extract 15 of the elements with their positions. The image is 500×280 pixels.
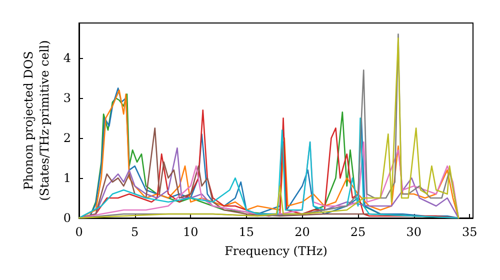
y-tick-label: 0 xyxy=(63,211,71,225)
x-tick-label: 20 xyxy=(294,225,310,239)
x-tick-label: 30 xyxy=(406,225,422,239)
x-tick-label: 35 xyxy=(462,225,478,239)
x-tick-label: 25 xyxy=(350,225,366,239)
y-axis-title: Phonon projected DOS (States/THz·primitive cell) xyxy=(21,40,52,201)
y-tick-label: 2 xyxy=(63,131,71,146)
x-axis-title: Frequency (THz) xyxy=(224,244,328,258)
x-tick-label: 0 xyxy=(75,225,83,239)
x-tick-label: 5 xyxy=(130,225,139,239)
x-tick-label: 15 xyxy=(238,225,254,239)
x-tick-label: 10 xyxy=(182,225,198,239)
y-tick-label: 1 xyxy=(63,171,71,186)
y-tick-label: 4 xyxy=(63,51,72,66)
y-tick-label: 3 xyxy=(63,91,71,106)
